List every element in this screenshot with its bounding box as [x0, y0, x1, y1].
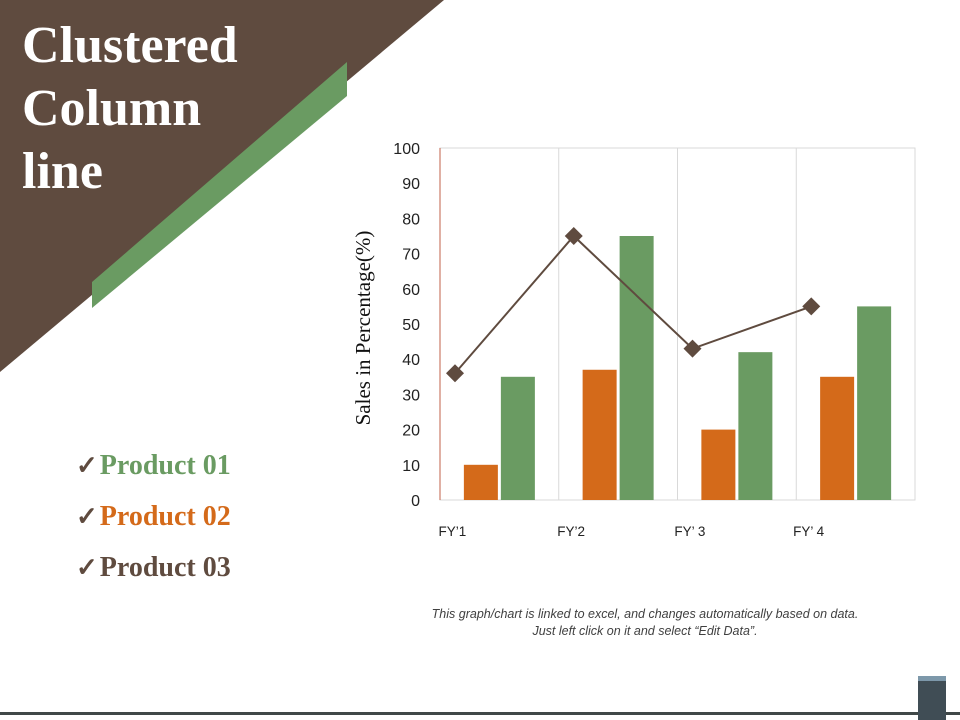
- line-point-marker: [564, 227, 583, 245]
- bar: [738, 352, 773, 500]
- note-line: Just left click on it and select “Edit D…: [532, 624, 758, 638]
- series-line: [454, 234, 812, 374]
- bar: [500, 376, 535, 500]
- y-tick-label: 70: [402, 247, 420, 264]
- bar: [463, 464, 498, 500]
- bar: [619, 236, 654, 500]
- legend-item-product-01: ✓Product 01: [76, 446, 231, 497]
- bar: [857, 306, 892, 500]
- line-point-marker: [446, 364, 464, 383]
- y-tick-label: 10: [402, 458, 420, 475]
- slide-title: Clustered Column line: [22, 14, 282, 203]
- checkmark-icon: ✓: [76, 553, 98, 582]
- title-line: Clustered: [22, 17, 238, 74]
- legend-label: Product 01: [99, 450, 231, 481]
- green-accent-stripe: [92, 62, 347, 308]
- y-tick-label: 90: [402, 176, 420, 193]
- checkmark-icon: ✓: [76, 451, 98, 480]
- y-tick-label: 40: [402, 352, 420, 369]
- footer-corner-block: [918, 676, 946, 720]
- x-tick-label: FY’ 3: [674, 524, 705, 539]
- y-axis-title: Sales in Percentage(%): [351, 231, 375, 426]
- y-tick-label: 20: [402, 423, 420, 440]
- bar: [582, 369, 617, 500]
- y-tick-label: 0: [411, 493, 420, 510]
- checkmark-icon: ✓: [76, 502, 98, 531]
- bar: [820, 376, 855, 500]
- line-point-marker: [802, 297, 821, 316]
- x-tick-label: FY’ 4: [793, 524, 824, 539]
- legend-item-product-03: ✓Product 03: [76, 548, 231, 599]
- note-line: This graph/chart is linked to excel, and…: [431, 607, 859, 621]
- title-line: Column: [22, 80, 202, 137]
- y-tick-label: 30: [402, 387, 420, 404]
- clustered-column-line-chart[interactable]: 0 10 20 30 40 50 60 70 80 90 100 Sales in Percentag…: [340, 130, 940, 550]
- legend-item-product-02: ✓Product 02: [76, 497, 231, 548]
- bar: [701, 429, 736, 500]
- product-legend: ✓Product 01 ✓Product 02 ✓Product 03: [76, 446, 231, 599]
- line-point-marker: [683, 339, 702, 358]
- title-line: line: [22, 143, 103, 200]
- x-tick-label: FY’1: [438, 524, 466, 539]
- y-tick-label: 100: [393, 141, 420, 158]
- legend-label: Product 03: [99, 552, 231, 583]
- y-tick-label: 50: [402, 317, 420, 334]
- chart-note: This graph/chart is linked to excel, and…: [380, 606, 910, 640]
- footer-rule: [0, 712, 960, 715]
- y-tick-label: 60: [402, 282, 420, 299]
- y-tick-label: 80: [402, 211, 420, 228]
- legend-label: Product 02: [99, 501, 231, 532]
- footer-corner-accent: [918, 676, 946, 681]
- x-tick-label: FY’2: [557, 524, 585, 539]
